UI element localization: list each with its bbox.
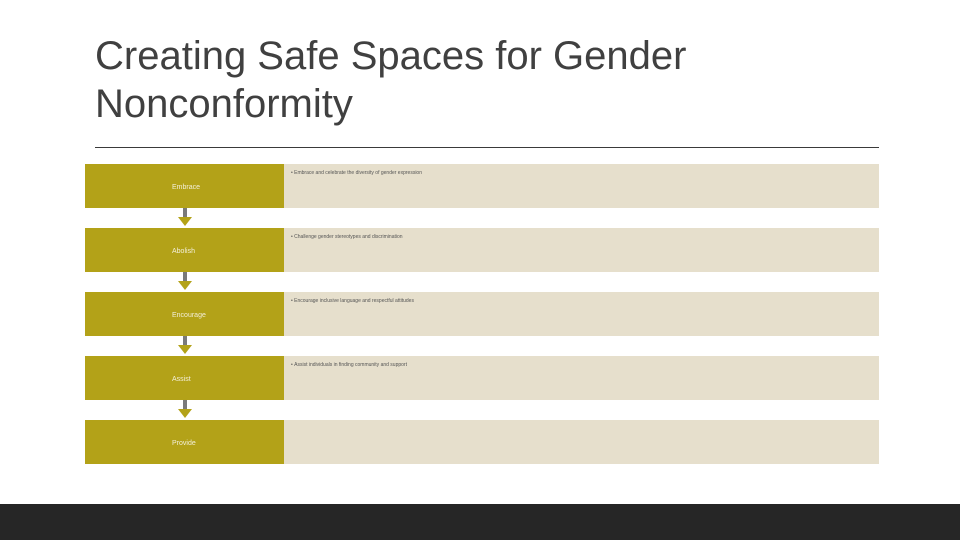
step-panel-provide: [283, 420, 879, 464]
step-panel-encourage: Encourage inclusive language and respect…: [283, 292, 879, 336]
step-box-provide: Provide: [85, 420, 284, 464]
step-text-encourage: Encourage inclusive language and respect…: [291, 298, 414, 305]
step-panel-embrace: Embrace and celebrate the diversity of g…: [283, 164, 879, 208]
down-arrow-icon: [178, 336, 192, 355]
step-panel-abolish: Challenge gender stereotypes and discrim…: [283, 228, 879, 272]
step-box-embrace: Embrace: [85, 164, 284, 208]
step-label-provide: Provide: [172, 440, 196, 447]
step-box-assist: Assist: [85, 356, 284, 400]
step-box-abolish: Abolish: [85, 228, 284, 272]
slide-title: Creating Safe Spaces for Gender Nonconfo…: [95, 34, 687, 126]
step-label-abolish: Abolish: [172, 248, 195, 255]
title-divider: [95, 147, 879, 148]
step-panel-assist: Assist individuals in finding community …: [283, 356, 879, 400]
down-arrow-icon: [178, 208, 192, 227]
step-text-abolish: Challenge gender stereotypes and discrim…: [291, 234, 402, 241]
down-arrow-icon: [178, 272, 192, 291]
step-label-encourage: Encourage: [172, 312, 206, 319]
step-text-embrace: Embrace and celebrate the diversity of g…: [291, 170, 422, 177]
step-label-embrace: Embrace: [172, 184, 201, 191]
footer-bar: [0, 504, 960, 540]
step-label-assist: Assist: [172, 376, 191, 383]
step-text-assist: Assist individuals in finding community …: [291, 362, 407, 369]
down-arrow-icon: [178, 400, 192, 419]
step-box-encourage: Encourage: [85, 292, 284, 336]
